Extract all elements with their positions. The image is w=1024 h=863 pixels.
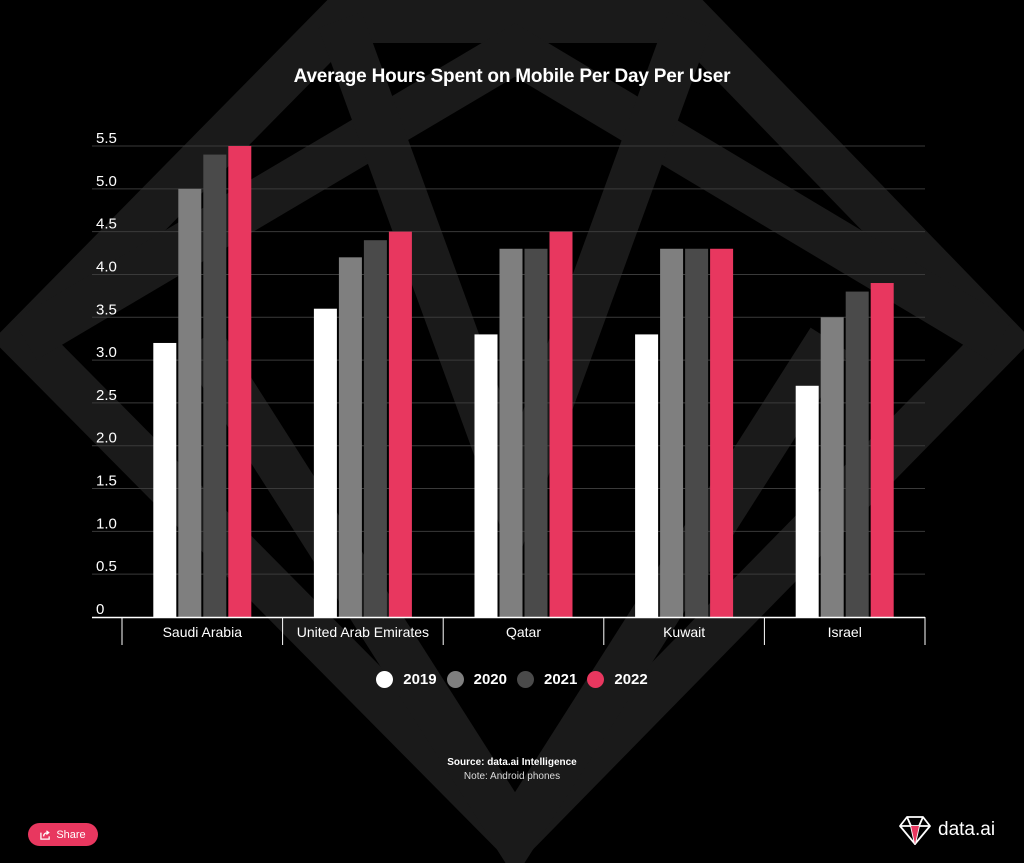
bar[interactable] [524, 248, 548, 617]
legend-item[interactable]: 2020 [446, 671, 507, 688]
legend-swatch [587, 671, 605, 688]
bar[interactable] [313, 308, 337, 617]
y-tick-label: 3.0 [96, 344, 117, 361]
bar[interactable] [870, 283, 894, 617]
bar[interactable] [660, 248, 684, 617]
bar[interactable] [635, 334, 659, 617]
y-tick-label: 3.5 [96, 301, 117, 318]
bar[interactable] [685, 248, 709, 617]
bar[interactable] [388, 231, 412, 618]
bar[interactable] [363, 240, 387, 617]
bar[interactable] [153, 342, 177, 617]
legend-item[interactable]: 2019 [376, 671, 437, 688]
y-tick-label: 0.5 [96, 558, 117, 575]
legend-swatch [376, 671, 394, 688]
legend-label: 2021 [544, 671, 578, 688]
note-text: Note: Android phones [463, 771, 561, 782]
x-tick-label: United Arab Emirates [297, 624, 429, 640]
y-tick-label: 1.5 [96, 473, 117, 490]
legend-swatch [446, 671, 464, 688]
source-text: Source: data.ai Intelligence [447, 757, 577, 768]
share-button[interactable]: Share [28, 823, 98, 846]
share-label: Share [56, 828, 86, 841]
legend-label: 2020 [473, 671, 507, 688]
bar[interactable] [549, 231, 573, 618]
brand-logo[interactable]: data.ai [898, 814, 995, 846]
legend-item[interactable]: 2022 [587, 671, 648, 688]
y-tick-label: 5.5 [96, 130, 117, 147]
diamond-logo-icon [899, 816, 931, 845]
y-tick-label: 2.0 [96, 430, 117, 447]
legend-swatch [517, 671, 534, 688]
bar[interactable] [795, 385, 819, 617]
bar[interactable] [845, 291, 869, 617]
x-tick-label: Kuwait [663, 624, 705, 640]
bar[interactable] [178, 188, 202, 617]
chart-legend: 2019 2020 2021 2022 [0, 671, 1024, 688]
y-tick-label: 5.0 [96, 173, 117, 190]
y-tick-label: 4.0 [96, 258, 117, 275]
brand-name: data.ai [938, 819, 996, 840]
bar[interactable] [499, 248, 523, 617]
chart-title: Average Hours Spent on Mobile Per Day Pe… [293, 66, 731, 87]
legend-item[interactable]: 2021 [517, 671, 577, 688]
y-tick-label: 4.5 [96, 216, 117, 233]
bar[interactable] [474, 334, 498, 617]
bar[interactable] [203, 154, 227, 617]
y-tick-label: 1.0 [96, 515, 117, 532]
bar[interactable] [338, 257, 362, 617]
y-tick-label: 2.5 [96, 387, 117, 404]
legend-label: 2019 [403, 671, 437, 688]
x-tick-label: Israel [828, 624, 862, 640]
bar[interactable] [820, 317, 844, 617]
x-tick-label: Qatar [506, 624, 541, 640]
legend-label: 2022 [614, 671, 648, 688]
bar[interactable] [710, 248, 734, 617]
y-tick-label: 0 [96, 601, 104, 618]
x-tick-label: Saudi Arabia [163, 624, 243, 640]
share-icon [40, 830, 51, 840]
bar[interactable] [228, 146, 252, 617]
